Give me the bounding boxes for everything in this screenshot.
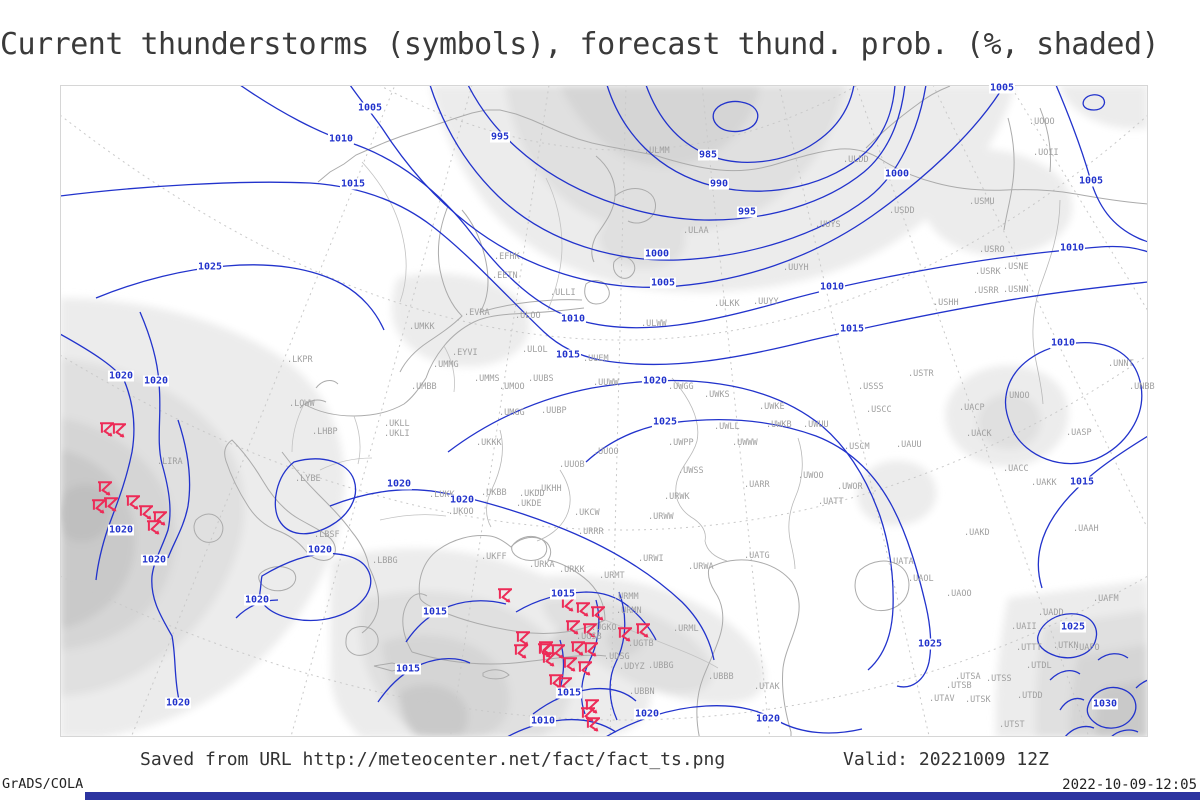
path-shape [1037, 435, 1148, 589]
coastline-layer [193, 85, 1148, 737]
path-shape [1055, 85, 1148, 243]
path-shape [224, 439, 336, 561]
path-shape [399, 205, 463, 373]
path-shape [1049, 653, 1148, 737]
path-shape [778, 85, 930, 737]
map-title: Current thunderstorms (symbols), forecas… [0, 27, 1160, 62]
path-shape [399, 684, 468, 736]
path-shape [349, 85, 1001, 288]
graticule-layer [60, 85, 1148, 737]
path-shape [447, 379, 894, 671]
path-shape [515, 591, 657, 641]
path-shape [1003, 107, 1051, 231]
path-shape [1037, 613, 1098, 659]
path-shape [303, 377, 427, 417]
path-shape [60, 114, 1148, 341]
path-shape [361, 161, 407, 303]
path-shape [193, 513, 297, 592]
footer-valid-time: Valid: 20221009 12Z [843, 749, 1049, 770]
footer-timestamp: 2022-10-09-12:05 [1062, 777, 1197, 793]
path-shape [1086, 686, 1137, 729]
path-shape [317, 109, 655, 183]
path-shape [701, 85, 771, 737]
bottom-blue-bar [85, 792, 1200, 800]
footer-generator: GrADS/COLA [2, 776, 84, 792]
path-shape [60, 484, 112, 542]
path-shape [377, 657, 471, 703]
path-shape [855, 85, 1090, 737]
path-shape [60, 333, 135, 581]
path-shape [449, 85, 550, 737]
path-shape [645, 85, 855, 163]
path-shape [429, 85, 927, 261]
path-shape [425, 307, 585, 379]
path-shape [291, 177, 719, 669]
path-shape [609, 85, 627, 737]
path-shape [467, 85, 906, 221]
footer-saved-url: Saved from URL http://meteocenter.net/fa… [140, 749, 726, 770]
path-shape [418, 535, 606, 634]
map-clip-group [60, 85, 1148, 737]
path-shape [560, 85, 760, 167]
map-frame [60, 85, 1148, 737]
path-shape [299, 380, 339, 409]
path-shape [505, 718, 617, 737]
path-shape [606, 85, 896, 192]
path-shape [130, 85, 396, 737]
path-shape [329, 489, 715, 661]
path-shape [854, 560, 910, 612]
path-shape [696, 559, 800, 737]
path-shape [1095, 680, 1148, 737]
path-shape [532, 687, 637, 715]
path-shape [1032, 199, 1061, 405]
path-shape [60, 354, 1148, 531]
path-shape [712, 100, 759, 133]
path-shape [274, 458, 357, 535]
path-shape [932, 85, 1148, 531]
path-shape [511, 535, 548, 561]
path-shape [486, 377, 803, 570]
path-shape [95, 264, 385, 331]
path-shape [405, 600, 507, 643]
path-shape [921, 148, 1073, 256]
path-shape [1082, 94, 1106, 111]
path-shape [281, 451, 370, 568]
path-shape [167, 419, 191, 559]
